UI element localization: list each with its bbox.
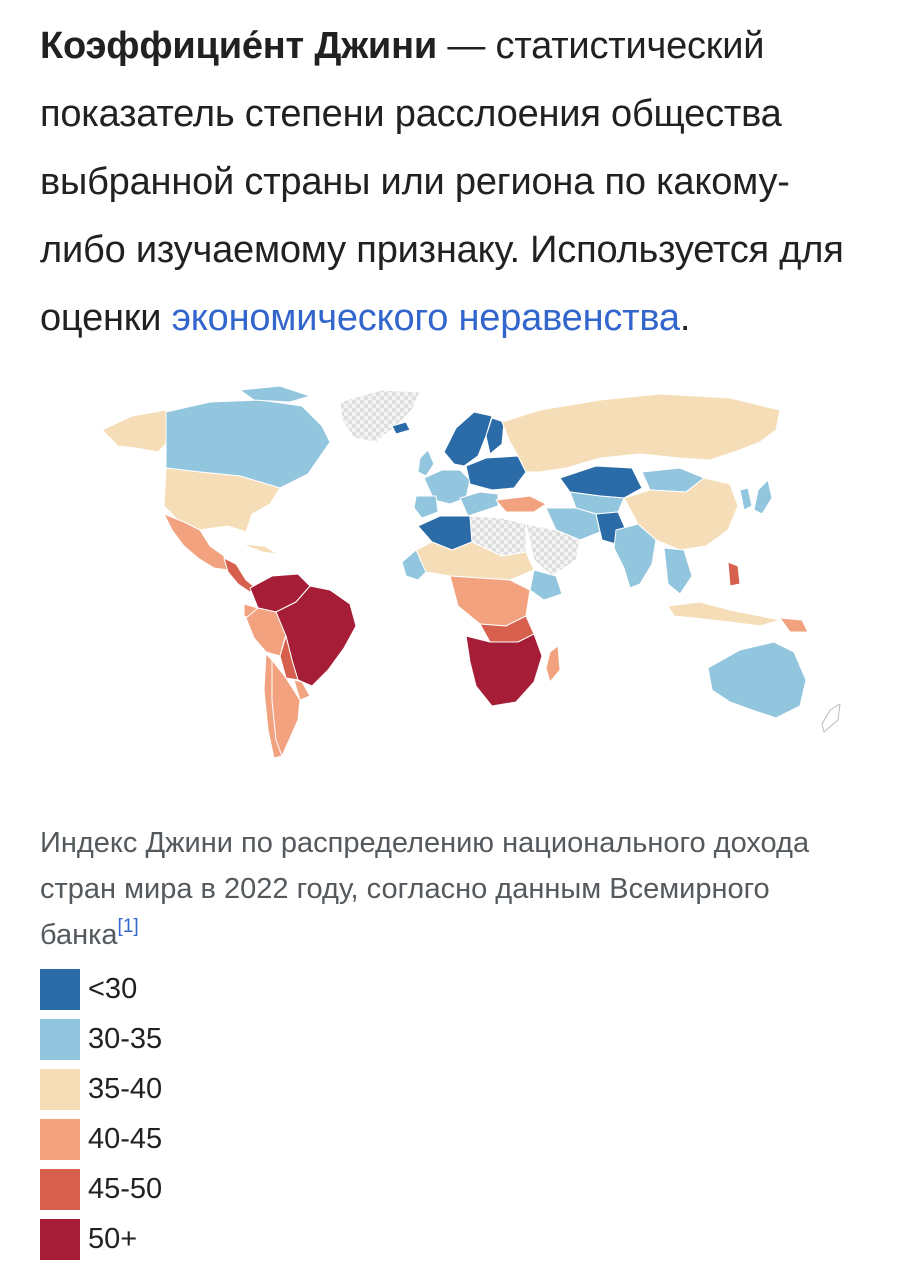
legend-label: 50+	[88, 1223, 138, 1255]
philippines	[727, 561, 741, 587]
canada-islands	[239, 385, 311, 403]
southeast-asia	[663, 547, 693, 595]
greenland	[339, 389, 421, 443]
eastern-europe	[465, 455, 527, 491]
argentina	[271, 659, 301, 757]
indonesia	[667, 601, 781, 627]
australia	[707, 641, 807, 719]
new-zealand	[821, 703, 841, 733]
sahel	[415, 541, 535, 581]
paraguay	[293, 679, 311, 701]
map-caption: Индекс Джини по распределению национальн…	[40, 820, 860, 958]
article-intro: Коэффицие́нт Джини — статистический пока…	[40, 12, 870, 352]
caption-text: Индекс Джини по распределению национальн…	[40, 827, 810, 951]
legend-item: 50+	[40, 1219, 162, 1260]
economic-inequality-link[interactable]: экономического неравенства	[171, 297, 680, 339]
korea	[739, 487, 753, 511]
intro-text: — статистический показатель степени расс…	[40, 25, 844, 339]
footnote-ref[interactable]: [1]	[117, 916, 139, 937]
legend-swatch	[40, 1069, 80, 1110]
legend-label: 40-45	[88, 1123, 163, 1155]
legend-label: 35-40	[88, 1073, 163, 1105]
horn-of-africa	[529, 569, 563, 601]
arabian-peninsula	[525, 523, 581, 577]
legend-swatch	[40, 1119, 80, 1160]
iberia	[413, 495, 439, 519]
legend-item: 30-35	[40, 1019, 162, 1060]
term-title: Коэффицие́нт Джини	[40, 25, 438, 67]
bolivia	[279, 635, 299, 681]
png	[779, 617, 809, 633]
legend-swatch	[40, 1169, 80, 1210]
alaska	[101, 409, 173, 453]
legend-label: 45-50	[88, 1173, 163, 1205]
west-africa	[401, 549, 427, 581]
legend-swatch	[40, 1019, 80, 1060]
caribbean	[241, 543, 279, 555]
map-legend: <30 30-35 35-40 40-45 45-50 50+	[40, 969, 162, 1269]
russia	[501, 393, 781, 473]
uk	[417, 449, 435, 477]
india	[613, 523, 657, 589]
legend-item: 35-40	[40, 1069, 162, 1110]
turkey	[495, 495, 547, 513]
finland	[485, 417, 505, 455]
legend-item: 45-50	[40, 1169, 162, 1210]
world-map-svg	[101, 385, 841, 759]
legend-item: <30	[40, 969, 162, 1010]
madagascar	[545, 645, 561, 683]
central-africa	[449, 575, 531, 627]
iceland	[391, 421, 411, 435]
gini-world-map	[40, 380, 870, 780]
southern-africa	[465, 633, 543, 707]
scandinavia	[443, 411, 493, 467]
legend-label: <30	[88, 973, 138, 1005]
legend-swatch	[40, 969, 80, 1010]
intro-text-end: .	[679, 297, 691, 339]
legend-swatch	[40, 1219, 80, 1260]
legend-item: 40-45	[40, 1119, 162, 1160]
legend-label: 30-35	[88, 1023, 163, 1055]
japan	[753, 479, 773, 515]
